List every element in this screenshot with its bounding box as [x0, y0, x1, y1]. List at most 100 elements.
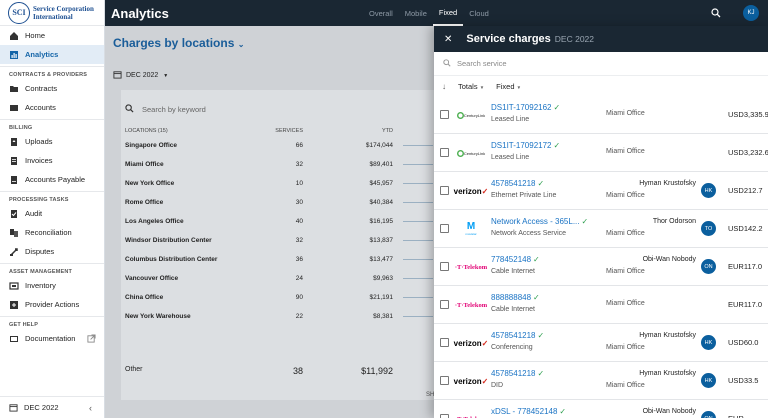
- service-location: Miami Office: [606, 382, 645, 389]
- contact-avatar[interactable]: HK: [701, 335, 716, 350]
- column-header[interactable]: SERVICES: [275, 128, 303, 134]
- sidebar-item-documentation[interactable]: Documentation: [0, 329, 104, 348]
- trend-sparkline: [403, 164, 433, 165]
- external-link-icon[interactable]: [87, 334, 96, 345]
- column-header[interactable]: YTD: [382, 128, 393, 134]
- charges-title-text: Charges by locations: [113, 36, 235, 50]
- date-filter[interactable]: DEC 2022 ▼: [113, 70, 168, 81]
- row-checkbox[interactable]: [440, 376, 449, 385]
- service-id: DS1IT-17092172: [491, 141, 552, 150]
- service-list-item[interactable]: verizon✓ 4578541218 ✓ DID Miami Office Hyman …: [434, 362, 768, 400]
- charges-by-locations-title[interactable]: Charges by locations ⌄: [113, 36, 244, 50]
- sidebar-item-reconciliation[interactable]: Reconciliation: [0, 223, 104, 242]
- ytd-amount: $89,401: [369, 161, 394, 168]
- ytd-amount: $9,963: [373, 275, 393, 282]
- sidebar-item-contracts[interactable]: Contracts: [0, 79, 104, 98]
- sidebar-item-audit[interactable]: Audit: [0, 204, 104, 223]
- service-list-item[interactable]: verizon✓ 4578541218 ✓ Conferencing Miami Off…: [434, 324, 768, 362]
- service-id-link[interactable]: DS1IT-17092172 ✓: [491, 141, 560, 150]
- row-checkbox[interactable]: [440, 262, 449, 271]
- column-header[interactable]: LOCATIONS (15): [125, 128, 168, 134]
- contact-name: Obi-Wan Nobody: [642, 408, 696, 415]
- period-label: DEC 2022: [24, 403, 59, 412]
- service-id-link[interactable]: 888888848 ✓: [491, 293, 540, 302]
- location-name: New York Office: [125, 180, 175, 187]
- drawer-filters: ↓ Totals ▼ Fixed ▼: [434, 76, 768, 96]
- service-list-item[interactable]: ·T·TelekomxDSL - 778452148✓ Obi-Wan Nobod…: [434, 400, 768, 418]
- period-selector[interactable]: DEC 2022 ‹: [0, 396, 104, 418]
- contact-name: Hyman Krustofsky: [639, 180, 696, 187]
- keyword-search[interactable]: Search by keyword: [125, 104, 206, 115]
- company-logo[interactable]: SCI Service Corporation International: [0, 0, 104, 26]
- service-id-link[interactable]: Network Access - 365L... ✓: [491, 217, 588, 226]
- row-checkbox[interactable]: [440, 224, 449, 233]
- fixed-dropdown[interactable]: Fixed ▼: [496, 82, 521, 91]
- service-id-link[interactable]: 4578541218 ✓: [491, 369, 544, 378]
- row-checkbox[interactable]: [440, 300, 449, 309]
- service-id-link[interactable]: DS1IT-17092162 ✓: [491, 103, 560, 112]
- service-location: Miami Office: [606, 268, 645, 275]
- sidebar-section-title: PROCESSING TASKS: [0, 191, 104, 204]
- service-type: Network Access Service: [491, 230, 567, 237]
- search-icon: [443, 58, 451, 69]
- contact-avatar[interactable]: ON: [701, 259, 716, 274]
- sidebar-item-accounts-payable[interactable]: Accounts Payable: [0, 170, 104, 189]
- service-list-item[interactable]: verizon✓ 4578541218 ✓ Ethernet Private Line…: [434, 172, 768, 210]
- date-filter-label: DEC 2022: [126, 72, 159, 79]
- sidebar-item-analytics[interactable]: Analytics: [0, 45, 104, 64]
- verified-check-icon: ✓: [537, 369, 545, 378]
- sidebar-item-disputes[interactable]: Disputes: [0, 242, 104, 261]
- service-location: Miami Office: [606, 300, 645, 307]
- service-id-link[interactable]: 4578541218 ✓: [491, 179, 544, 188]
- row-checkbox[interactable]: [440, 338, 449, 347]
- charge-amount: USD33.5: [728, 376, 759, 385]
- contact-avatar[interactable]: HK: [701, 373, 716, 388]
- sidebar-item-accounts[interactable]: Accounts: [0, 98, 104, 117]
- service-type: Cable Internet: [491, 306, 535, 313]
- service-search-input[interactable]: Search service: [434, 52, 768, 76]
- search-icon[interactable]: [711, 8, 721, 20]
- contact-avatar[interactable]: ON: [701, 411, 716, 418]
- tab-fixed[interactable]: Fixed: [432, 0, 464, 26]
- collapse-sidebar-icon[interactable]: ‹: [89, 402, 92, 413]
- location-name: Windsor Distribution Center: [125, 237, 212, 244]
- totals-dropdown[interactable]: Totals ▼: [458, 82, 484, 91]
- row-checkbox[interactable]: [440, 148, 449, 157]
- services-count: 40: [295, 218, 303, 225]
- service-id-link[interactable]: 778452148 ✓: [491, 255, 540, 264]
- sort-icon[interactable]: ↓: [442, 81, 446, 91]
- tab-mobile[interactable]: Mobile: [404, 8, 427, 18]
- tab-overall[interactable]: Overall: [369, 8, 393, 18]
- row-checkbox[interactable]: [440, 414, 449, 418]
- sidebar-item-uploads[interactable]: Uploads: [0, 132, 104, 151]
- sidebar-item-provider-actions[interactable]: Provider Actions: [0, 295, 104, 314]
- contact-avatar[interactable]: TO: [701, 221, 716, 236]
- tab-cloud[interactable]: Cloud: [469, 8, 489, 18]
- ytd-amount: $13,477: [369, 256, 394, 263]
- verified-check-icon: ✓: [537, 331, 545, 340]
- row-checkbox[interactable]: [440, 110, 449, 119]
- audit-icon: [9, 209, 19, 219]
- verified-check-icon: ✓: [559, 407, 567, 416]
- sidebar-item-inventory[interactable]: Inventory: [0, 276, 104, 295]
- service-id-link[interactable]: xDSL - 778452148 ✓: [491, 407, 566, 416]
- service-list-item[interactable]: ·T·Telekom 778452148 ✓ Cable Internet Miami …: [434, 248, 768, 286]
- charge-amount: USD142.2: [728, 224, 763, 233]
- service-id-link[interactable]: 4578541218 ✓: [491, 331, 544, 340]
- contact-avatar[interactable]: HK: [701, 183, 716, 198]
- service-list-item[interactable]: CenturyLink DS1IT-17092172 ✓ Leased Line Mia…: [434, 134, 768, 172]
- provider-logo-icon: verizon✓: [453, 376, 489, 386]
- sidebar-item-home[interactable]: Home: [0, 26, 104, 45]
- sidebar-item-invoices[interactable]: Invoices: [0, 151, 104, 170]
- service-list-item[interactable]: CenturyLink DS1IT-17092162 ✓ Leased Line Mia…: [434, 96, 768, 134]
- user-avatar[interactable]: KJ: [743, 5, 759, 21]
- ytd-amount: $45,957: [369, 180, 394, 187]
- service-list-item[interactable]: ·T·Telekom 888888848 ✓ Cable Internet Miami …: [434, 286, 768, 324]
- ytd-amount: $174,044: [365, 142, 393, 149]
- close-icon[interactable]: ✕: [444, 33, 453, 45]
- row-checkbox[interactable]: [440, 186, 449, 195]
- fixed-label: Fixed: [496, 81, 515, 91]
- other-services: 38: [292, 366, 303, 376]
